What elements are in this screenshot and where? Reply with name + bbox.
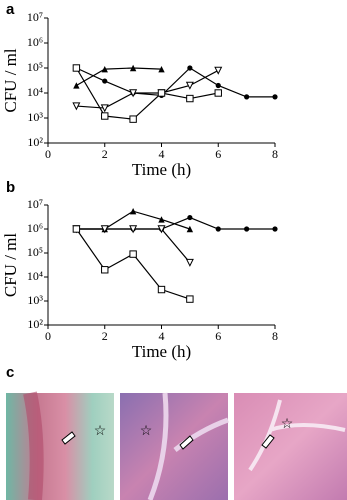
star: ☆: [94, 424, 107, 439]
marker: [244, 226, 250, 232]
y-tick-label: 10⁷: [27, 10, 43, 24]
marker: [157, 285, 166, 294]
histology-panel: c ☆ ☆ ☆: [6, 364, 347, 500]
y-tick-label: 10³: [27, 110, 43, 124]
marker: [158, 65, 165, 73]
marker: [72, 225, 81, 233]
marker: [101, 65, 108, 73]
marker: [129, 208, 137, 215]
x-axis-label: Time (h): [132, 342, 191, 361]
marker: [185, 81, 194, 90]
star: ☆: [140, 424, 153, 439]
panel-label: b: [6, 179, 15, 196]
marker: [72, 102, 81, 111]
arrow: [61, 431, 76, 445]
marker: [214, 89, 222, 97]
marker: [215, 82, 221, 89]
tissue: [23, 391, 44, 500]
marker: [100, 104, 109, 113]
marker: [129, 64, 137, 72]
tissue: [147, 392, 229, 500]
arrow: [179, 435, 194, 450]
marker: [157, 225, 166, 234]
marker: [129, 115, 137, 123]
series-line: [76, 67, 162, 86]
marker: [215, 226, 221, 232]
x-tick-label: 6: [215, 147, 221, 161]
marker: [272, 94, 278, 100]
y-tick-label: 10⁶: [27, 35, 43, 49]
x-tick-label: 8: [272, 329, 278, 343]
marker: [101, 266, 109, 274]
x-tick-label: 2: [102, 329, 108, 343]
marker: [187, 65, 193, 71]
marker: [186, 94, 194, 103]
y-tick-label: 10⁶: [27, 221, 43, 235]
y-tick-label: 10⁵: [27, 60, 43, 74]
x-tick-label: 6: [215, 329, 221, 343]
x-tick-label: 4: [159, 329, 165, 343]
marker: [186, 295, 194, 303]
marker: [129, 225, 138, 234]
marker: [101, 112, 109, 120]
marker: [102, 78, 108, 84]
x-tick-label: 8: [272, 147, 278, 161]
marker: [186, 225, 194, 233]
micrograph: [6, 393, 114, 500]
marker: [158, 216, 165, 223]
x-tick-label: 0: [45, 147, 51, 161]
y-axis-label: CFU / ml: [1, 233, 20, 298]
marker: [72, 64, 81, 72]
x-tick-label: 4: [159, 147, 165, 161]
marker: [187, 214, 193, 221]
y-tick-label: 10²: [27, 317, 43, 331]
y-tick-label: 10⁴: [27, 85, 43, 99]
marker: [100, 225, 109, 234]
marker: [157, 89, 166, 97]
y-tick-label: 10⁴: [27, 269, 43, 283]
star: ☆: [281, 417, 294, 432]
micrograph: [234, 393, 347, 500]
y-axis-label: CFU / ml: [1, 48, 20, 113]
series-line: [76, 69, 219, 109]
marker: [129, 250, 137, 258]
panel-label: a: [6, 1, 15, 18]
marker: [73, 82, 80, 89]
marker: [272, 226, 278, 232]
y-tick-label: 10⁵: [27, 245, 43, 259]
marker: [129, 89, 138, 98]
series-line: [76, 67, 275, 98]
x-tick-label: 0: [45, 329, 51, 343]
y-tick-label: 10⁷: [27, 197, 43, 211]
marker: [214, 66, 223, 75]
x-tick-label: 2: [102, 147, 108, 161]
panel-label: c: [6, 364, 14, 381]
y-tick-label: 10³: [27, 293, 43, 307]
marker: [244, 94, 250, 100]
x-axis-label: Time (h): [132, 160, 191, 179]
micrograph: [120, 393, 228, 500]
series-line: [75, 67, 219, 120]
marker: [185, 258, 194, 267]
series-line: [75, 228, 191, 300]
arrow: [261, 434, 275, 449]
y-tick-label: 10²: [27, 135, 43, 149]
